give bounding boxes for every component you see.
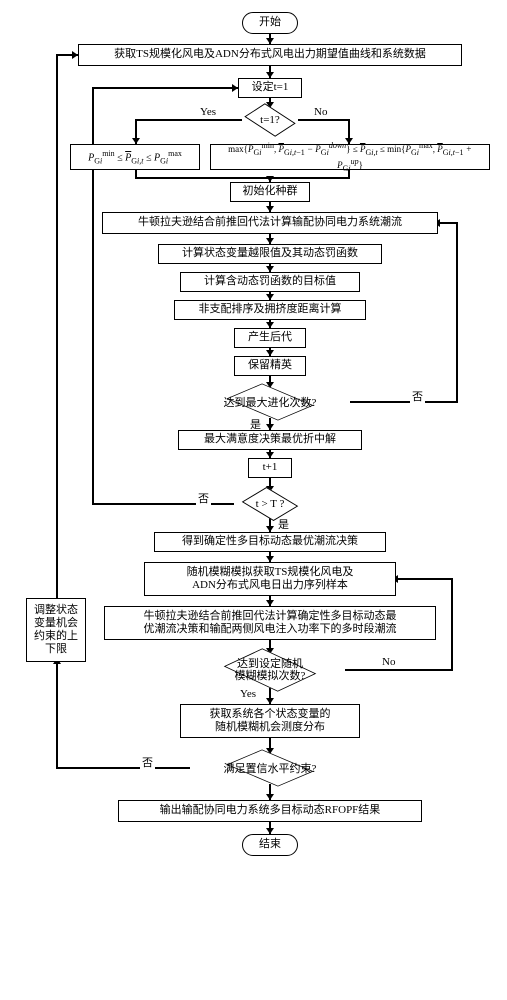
- n15-label: 获取系统各个状态变量的 随机模糊机会测度分布: [210, 708, 331, 734]
- flowchart-canvas: Yes No 是 否 是 否: [10, 10, 497, 990]
- n14-label: 牛顿拉夫逊结合前推回代法计算确定性多目标动态最 优潮流决策和输配两侧风电注入功率…: [144, 610, 397, 636]
- node-state-violation: 计算状态变量越限值及其动态罚函数: [158, 244, 382, 264]
- node-output-result: 输出输配协同电力系统多目标动态RFOPF结果: [118, 800, 422, 822]
- n7-label: 非支配排序及拥挤度距离计算: [199, 303, 342, 316]
- nL-formula: PGimin ≤ PGi,t ≤ PGimax: [88, 149, 182, 166]
- edge-label-yes: Yes: [198, 106, 218, 118]
- start-terminator: 开始: [242, 12, 298, 34]
- n10-label: 最大满意度决策最优折中解: [204, 433, 336, 446]
- d2-label: 达到最大进化次数?: [224, 394, 317, 410]
- node-random-fuzzy-sim: 随机模糊模拟获取TS规模化风电及 ADN分布式风电日出力序列样本: [144, 562, 396, 596]
- node-formula-left: PGimin ≤ PGi,t ≤ PGimax: [70, 144, 200, 170]
- n5-label: 计算状态变量越限值及其动态罚函数: [182, 247, 358, 260]
- node-t-plus-1: t+1: [248, 458, 292, 478]
- n16-label: 输出输配协同电力系统多目标动态RFOPF结果: [160, 804, 381, 817]
- d5-label: 满足置信水平约束?: [224, 760, 317, 776]
- edge-label-yes-en-2: Yes: [238, 688, 258, 700]
- n9-label: 保留精英: [248, 359, 292, 372]
- node-objective-penalty: 计算含动态罚函数的目标值: [180, 272, 360, 292]
- n8-label: 产生后代: [248, 331, 292, 344]
- node-acquire-data: 获取TS规模化风电及ADN分布式风电出力期望值曲线和系统数据: [78, 44, 462, 66]
- node-deterministic-strategy: 得到确定性多目标动态最优潮流决策: [154, 532, 386, 552]
- node-newton-raphson-1: 牛顿拉夫逊结合前推回代法计算输配协同电力系统潮流: [102, 212, 438, 234]
- d3-label: t > T ?: [256, 498, 285, 510]
- n12-label: 得到确定性多目标动态最优潮流决策: [182, 535, 358, 548]
- edge-label-no-cn-2: 否: [196, 490, 211, 506]
- edge-label-yes-cn-2: 是: [276, 516, 291, 532]
- node-best-compromise: 最大满意度决策最优折中解: [178, 430, 362, 450]
- n6-label: 计算含动态罚函数的目标值: [204, 275, 336, 288]
- node-chance-measure: 获取系统各个状态变量的 随机模糊机会测度分布: [180, 704, 360, 738]
- node-adjust-bounds: 调整状态 变量机会 约束的上 下限: [26, 598, 86, 662]
- side-label: 调整状态 变量机会 约束的上 下限: [34, 604, 78, 657]
- node-nondominated-sort: 非支配排序及拥挤度距离计算: [174, 300, 366, 320]
- edge-label-no-cn: 否: [410, 388, 425, 404]
- node-init-pop: 初始化种群: [230, 182, 310, 202]
- n11-label: t+1: [263, 461, 278, 474]
- n1-label: 获取TS规模化风电及ADN分布式风电出力期望值曲线和系统数据: [114, 48, 426, 61]
- nR-formula: max{PGimin, PGi,t−1 − PGidown} ≤ PGi,t ≤…: [215, 141, 485, 174]
- n13-label: 随机模糊模拟获取TS规模化风电及 ADN分布式风电日出力序列样本: [187, 566, 354, 592]
- edge-label-no: No: [312, 106, 329, 118]
- start-label: 开始: [259, 16, 281, 29]
- d4-label: 达到设定随机 模糊模拟次数?: [235, 658, 306, 682]
- end-label: 结束: [259, 838, 281, 851]
- edge-label-no-en-2: No: [380, 656, 397, 668]
- n3-label: 初始化种群: [243, 185, 298, 198]
- n2-label: 设定t=1: [252, 81, 289, 94]
- node-newton-raphson-2: 牛顿拉夫逊结合前推回代法计算确定性多目标动态最 优潮流决策和输配两侧风电注入功率…: [104, 606, 436, 640]
- d1-label: t=1?: [260, 114, 280, 126]
- end-terminator: 结束: [242, 834, 298, 856]
- node-offspring: 产生后代: [234, 328, 306, 348]
- n4-label: 牛顿拉夫逊结合前推回代法计算输配协同电力系统潮流: [138, 216, 402, 229]
- node-formula-right: max{PGimin, PGi,t−1 − PGidown} ≤ PGi,t ≤…: [210, 144, 490, 170]
- node-elitism: 保留精英: [234, 356, 306, 376]
- edge-label-no-cn-3: 否: [140, 754, 155, 770]
- node-set-t1: 设定t=1: [238, 78, 302, 98]
